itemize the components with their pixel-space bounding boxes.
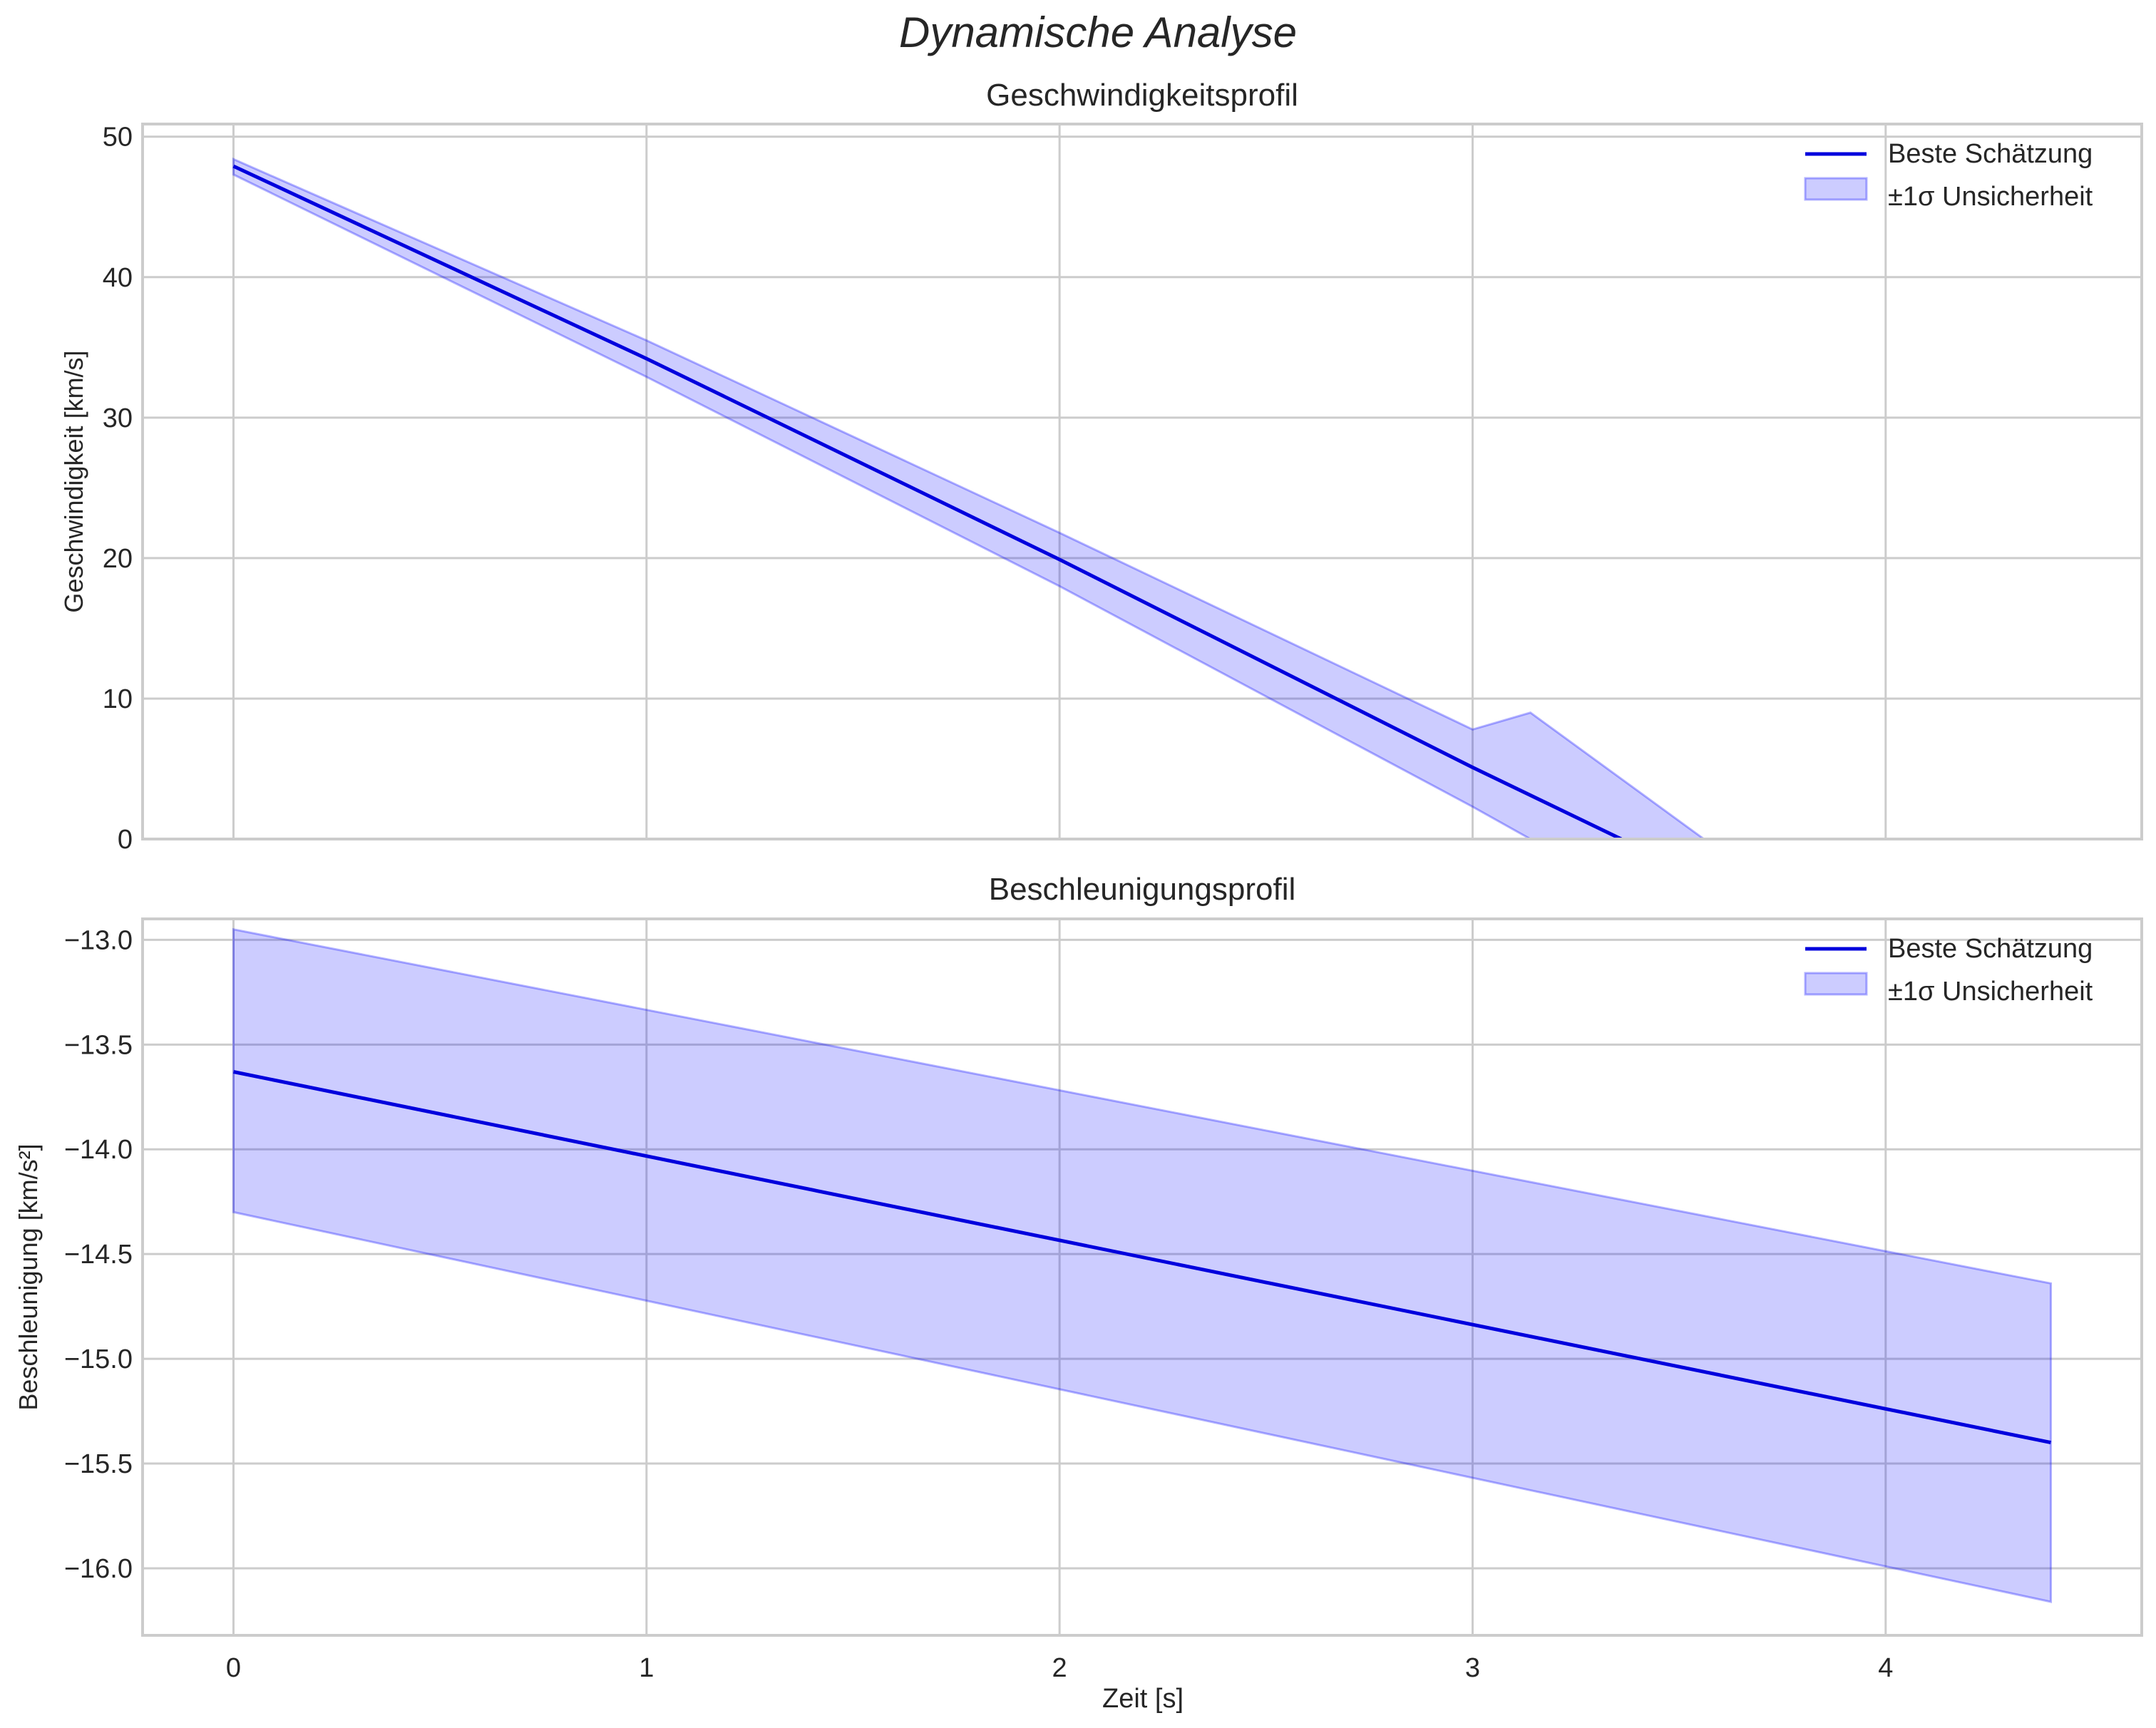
- legend-label-beste-schaetzung: Beste Schätzung: [1888, 139, 2093, 169]
- y-tick-label: −14.0: [64, 1135, 133, 1165]
- y-tick-label: −14.5: [64, 1240, 133, 1270]
- x-axis-label: Zeit [s]: [1102, 1684, 1184, 1714]
- legend: Beste Schätzung ±1σ Unsicherheit: [1804, 139, 2093, 212]
- y-axis-label: Geschwindigkeit [km/s]: [59, 350, 88, 612]
- uncertainty-band: [232, 158, 1706, 839]
- y-tick-label: −15.5: [64, 1449, 133, 1479]
- legend-band-swatch: [1804, 972, 1868, 996]
- x-tick-label: 3: [1465, 1653, 1480, 1683]
- axes-frame: [141, 123, 2143, 840]
- series-line-beste-schaetzung: [232, 164, 1623, 839]
- y-tick-label: 20: [103, 544, 133, 574]
- series-line-beste-schaetzung: [233, 1070, 2051, 1445]
- uncertainty-band: [232, 927, 2052, 1603]
- figure-title: Dynamische Analyse: [899, 9, 1297, 56]
- axes-frame: [141, 917, 2143, 1637]
- legend-label-unsicherheit: ±1σ Unsicherheit: [1888, 977, 2093, 1007]
- y-tick-label: 50: [103, 123, 133, 153]
- y-tick-label: 30: [103, 403, 133, 433]
- legend-label-beste-schaetzung: Beste Schätzung: [1888, 934, 2093, 964]
- x-tick-label: 0: [226, 1653, 241, 1683]
- x-tick-label: 4: [1878, 1653, 1893, 1683]
- x-tick-label: 1: [639, 1653, 654, 1683]
- y-tick-label: −13.0: [64, 925, 133, 955]
- velocity-subplot: 0 10 20 30 40 50 Geschwindigkeitsprofil Geschwi…: [59, 78, 2143, 855]
- y-tick-label: 0: [118, 825, 133, 855]
- legend: Beste Schätzung ±1σ Unsicherheit: [1804, 934, 2093, 1007]
- plot-area: [232, 927, 2052, 1603]
- legend-label-unsicherheit: ±1σ Unsicherheit: [1888, 182, 2093, 212]
- y-tick-label: −13.5: [64, 1030, 133, 1060]
- plot-area: [232, 158, 1706, 839]
- y-tick-label: 40: [103, 263, 133, 293]
- y-axis-label: Beschleunigung [km/s²]: [14, 1143, 43, 1410]
- y-tick-label: −16.0: [64, 1554, 133, 1584]
- subplot-title: Beschleunigungsprofil: [989, 872, 1296, 907]
- subplot-title: Geschwindigkeitsprofil: [986, 78, 1298, 113]
- x-tick-label: 2: [1052, 1653, 1067, 1683]
- y-tick-label: −15.0: [64, 1344, 133, 1374]
- legend-band-swatch: [1804, 177, 1868, 201]
- y-tick-label: 10: [103, 684, 133, 714]
- acceleration-subplot: 0 1 2 3 4 −13.0 −13.5 −14.0 −14.5 −15.0 −15.5 −16.0…: [14, 872, 2143, 1714]
